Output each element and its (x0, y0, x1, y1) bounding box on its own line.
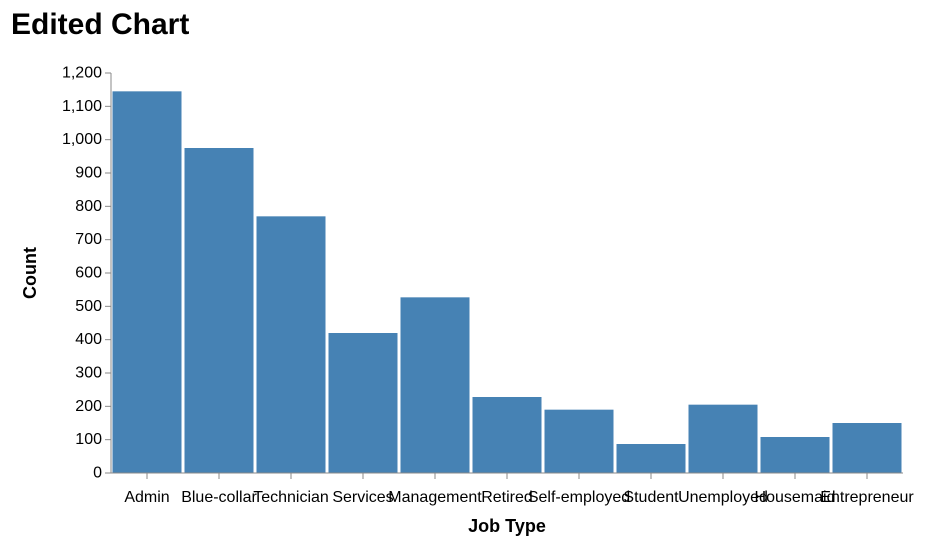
x-tick-label: Management (388, 489, 482, 506)
bar-admin (112, 91, 182, 473)
y-axis: 0 100 200 300 400 500 600 700 800 900 1,000 1,100 1,… (62, 65, 112, 482)
bar-housemaid (760, 437, 830, 473)
bar-blue-collar (184, 148, 254, 473)
y-tick-label: 200 (75, 398, 102, 415)
x-tick-label: Student (623, 489, 679, 506)
bars-layer (112, 91, 902, 474)
y-tick-label: 0 (93, 465, 102, 482)
chart-title: Edited Chart (11, 8, 190, 41)
x-tick-label: Housemaid (755, 489, 836, 506)
y-tick-label: 300 (75, 365, 102, 382)
y-axis-title: Count (20, 247, 40, 299)
bar-self-employed (544, 409, 614, 473)
bar-entrepreneur (832, 423, 902, 473)
y-tick-label: 1,000 (62, 131, 102, 148)
bar-management (400, 297, 470, 473)
x-tick-label: Entrepreneur (820, 489, 914, 506)
x-tick-label: Retired (481, 489, 533, 506)
y-tick-label: 100 (75, 431, 102, 448)
y-tick-label: 600 (75, 265, 102, 282)
y-tick-label: 700 (75, 231, 102, 248)
bar-unemployed (688, 404, 758, 473)
y-tick-label: 400 (75, 331, 102, 348)
x-tick-label: Unemployed (678, 489, 768, 506)
y-tick-label: 900 (75, 165, 102, 182)
bar-services (328, 333, 398, 473)
y-tick-label: 1,100 (62, 98, 102, 115)
y-tick-label: 1,200 (62, 65, 102, 82)
bar-student (616, 444, 686, 473)
x-tick-label: Admin (124, 489, 169, 506)
bar-retired (472, 397, 542, 473)
x-axis-title: Job Type (468, 516, 546, 536)
y-tick-label: 800 (75, 198, 102, 215)
bar-technician (256, 216, 326, 474)
x-tick-label: Technician (253, 489, 329, 506)
x-tick-label: Blue-collar (181, 489, 257, 506)
y-tick-label: 500 (75, 298, 102, 315)
x-tick-label: Services (332, 489, 393, 506)
x-tick-label: Self-employed (528, 489, 630, 506)
